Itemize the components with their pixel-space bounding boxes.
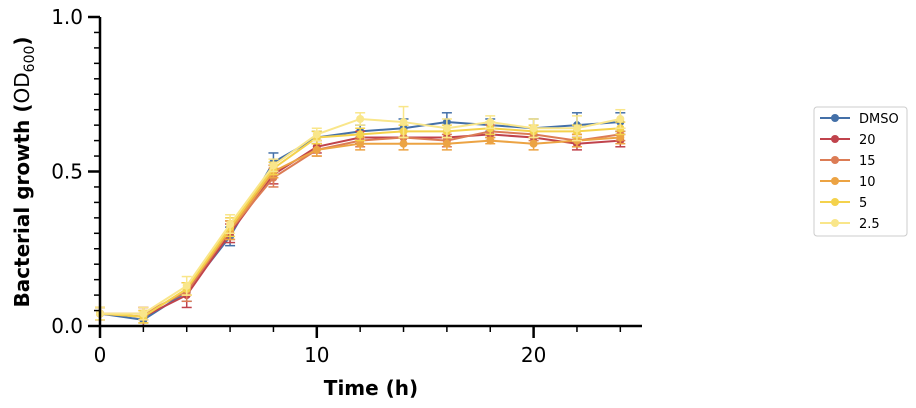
plot-area <box>95 105 626 327</box>
data-point <box>226 220 235 229</box>
data-point <box>399 139 408 148</box>
data-point <box>529 124 538 133</box>
series-line <box>99 133 621 318</box>
legend-marker <box>831 219 839 227</box>
data-point <box>312 130 321 139</box>
series-line <box>100 130 621 315</box>
legend-label: 10 <box>859 175 876 190</box>
legend-label: DMSO <box>859 112 899 127</box>
data-point <box>139 309 148 318</box>
data-point <box>572 124 581 133</box>
data-point <box>442 139 451 148</box>
data-point <box>616 114 625 123</box>
data-point <box>616 133 625 142</box>
legend-marker <box>831 114 839 122</box>
data-point <box>442 124 451 133</box>
legend-label: 5 <box>859 196 867 211</box>
x-tick-label: 20 <box>521 343 546 367</box>
y-axis-title-od: OD <box>10 72 34 103</box>
x-tick-label: 10 <box>304 343 329 367</box>
series-15 <box>95 124 626 321</box>
axes: 0.0 0.5 1.0 0 10 20 <box>51 5 642 367</box>
data-point <box>486 118 495 127</box>
legend: DMSO 20 15 10 5 2.5 <box>813 106 908 237</box>
series-2-5 <box>95 105 626 321</box>
series-line <box>99 127 621 318</box>
data-point <box>182 281 191 290</box>
y-tick-label: 1.0 <box>51 5 83 29</box>
series-line <box>99 121 621 321</box>
y-axis-title: Bacterial growth (OD600) <box>10 36 38 307</box>
legend-marker <box>831 156 839 164</box>
x-tick-label: 0 <box>94 343 107 367</box>
y-tick-label: 0.5 <box>51 160 83 184</box>
data-point <box>356 114 365 123</box>
y-tick-label: 0.0 <box>51 314 83 338</box>
legend-label: 15 <box>859 154 876 169</box>
legend-marker <box>831 135 839 143</box>
data-point <box>399 118 408 127</box>
data-point <box>486 136 495 145</box>
data-point <box>312 145 321 154</box>
legend-marker <box>831 177 839 185</box>
x-axis-title: Time (h) <box>324 376 418 400</box>
data-point <box>356 130 365 139</box>
legend-marker <box>831 198 839 206</box>
data-point <box>356 139 365 148</box>
data-point <box>529 139 538 148</box>
y-axis-title-main: Bacterial growth ( <box>10 103 34 307</box>
legend-label: 2.5 <box>859 217 880 232</box>
series-line <box>99 136 621 318</box>
data-point <box>269 161 278 170</box>
legend-label: 20 <box>859 133 876 148</box>
y-axis-title-close: ) <box>10 36 34 45</box>
y-axis-title-subscript: 600 <box>22 46 38 73</box>
